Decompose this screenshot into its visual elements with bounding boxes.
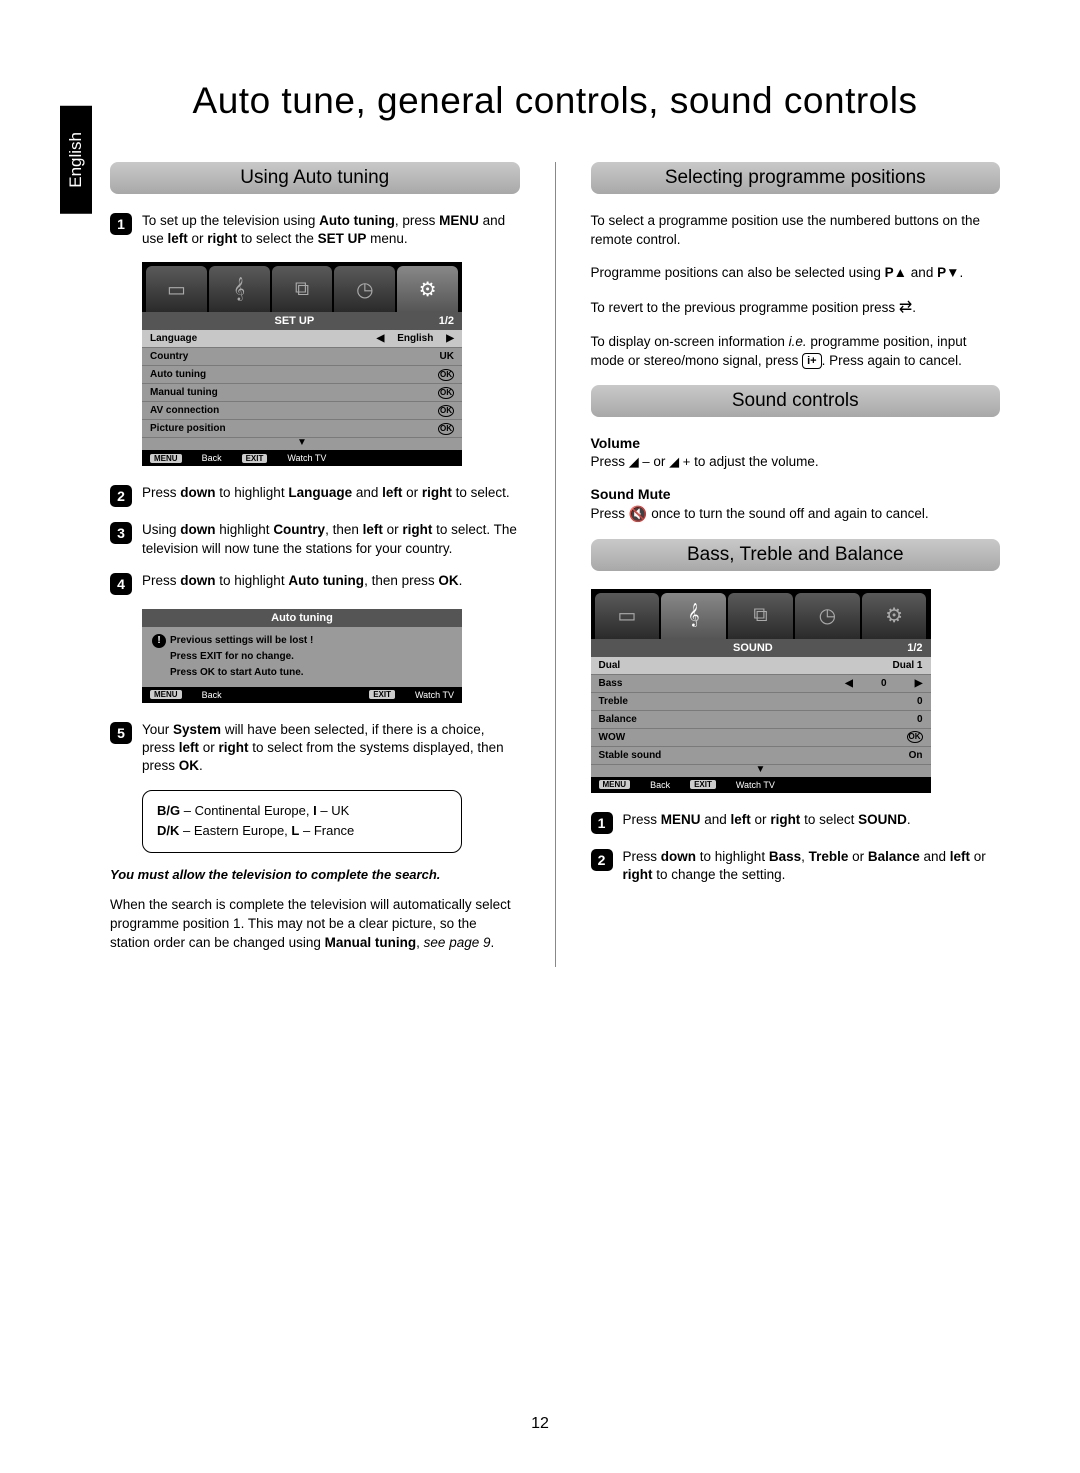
osd-auto-line2: Press EXIT for no change. xyxy=(170,649,452,665)
right-column: Selecting programme positions To select … xyxy=(591,162,1001,967)
left-column: Using Auto tuning 1 To set up the televi… xyxy=(110,162,520,967)
mute-icon: 🔇 xyxy=(629,506,648,523)
osd-tab-sound-icon: 𝄞 xyxy=(661,593,726,639)
sys-line1: B/G – Continental Europe, I – UK xyxy=(157,801,447,822)
osd-exit-btn: EXIT xyxy=(369,690,395,699)
osd-auto-title: Auto tuning xyxy=(142,609,462,627)
osd-setup: ▭ 𝄞 ⧉ ◷ ⚙ SET UP 1/2 Language◀English▶Cou… xyxy=(142,262,462,466)
osd-page: 1/2 xyxy=(439,315,454,327)
osd-more-icon: ▼ xyxy=(591,765,931,777)
osd-auto-line3: Press OK to start Auto tune. xyxy=(170,665,452,681)
prog-p4: To display on-screen information i.e. pr… xyxy=(591,333,1001,371)
osd-title: SOUND xyxy=(733,642,773,654)
osd-row: CountryUK xyxy=(142,348,462,366)
osd-back-label: Back xyxy=(202,453,222,463)
step-1-text: To set up the television using Auto tuni… xyxy=(142,212,520,248)
step-number: 2 xyxy=(110,485,132,507)
step-2-text: Press down to highlight Language and lef… xyxy=(142,484,510,502)
osd-row: WOWOK xyxy=(591,729,931,747)
closing-paragraph: When the search is complete the televisi… xyxy=(110,896,520,953)
sound-step-2: Press down to highlight Bass, Treble or … xyxy=(623,848,1001,884)
step-number: 1 xyxy=(591,812,613,834)
osd-back-label: Back xyxy=(202,690,222,700)
osd-menu-btn: MENU xyxy=(150,690,182,699)
column-divider xyxy=(555,162,556,967)
system-box: B/G – Continental Europe, I – UK D/K – E… xyxy=(142,790,462,854)
osd-auto-tuning: Auto tuning ! Previous settings will be l… xyxy=(142,609,462,703)
step-number: 1 xyxy=(110,213,132,235)
osd-page: 1/2 xyxy=(907,642,922,654)
osd-row: Auto tuningOK xyxy=(142,366,462,384)
osd-watch-label: Watch TV xyxy=(287,453,326,463)
osd-tab-picture-icon: ▭ xyxy=(595,593,660,639)
volume-text: Press ◢ – or ◢ + to adjust the volume. xyxy=(591,453,1001,472)
osd-row: Picture positionOK xyxy=(142,420,462,438)
step-4-text: Press down to highlight Auto tuning, the… xyxy=(142,572,462,590)
osd-tab-feature-icon: ⧉ xyxy=(272,266,333,312)
sound-step-1: Press MENU and left or right to select S… xyxy=(623,811,911,829)
sys-line2: D/K – Eastern Europe, L – France xyxy=(157,821,447,842)
prog-p2: Programme positions can also be selected… xyxy=(591,264,1001,283)
prog-p1: To select a programme position use the n… xyxy=(591,212,1001,250)
osd-auto-line1: Previous settings will be lost ! xyxy=(170,635,313,646)
step-number: 2 xyxy=(591,849,613,871)
osd-tab-timer-icon: ◷ xyxy=(334,266,395,312)
osd-tab-timer-icon: ◷ xyxy=(795,593,860,639)
section-using-auto-tuning: Using Auto tuning xyxy=(110,162,520,194)
osd-exit-btn: EXIT xyxy=(242,454,268,463)
page-title: Auto tune, general controls, sound contr… xyxy=(110,80,1000,122)
language-tab: English xyxy=(60,106,92,214)
osd-title: SET UP xyxy=(274,315,314,327)
osd-more-icon: ▼ xyxy=(142,438,462,450)
section-sound-controls: Sound controls xyxy=(591,385,1001,417)
step-number: 3 xyxy=(110,522,132,544)
mute-text: Press 🔇 once to turn the sound off and a… xyxy=(591,504,1001,525)
osd-row: AV connectionOK xyxy=(142,402,462,420)
osd-watch-label: Watch TV xyxy=(415,690,454,700)
page-number: 12 xyxy=(0,1415,1080,1433)
osd-tab-picture-icon: ▭ xyxy=(146,266,207,312)
info-button-icon: i+ xyxy=(802,353,821,369)
osd-menu-btn: MENU xyxy=(599,780,631,789)
osd-row: Manual tuningOK xyxy=(142,384,462,402)
vol-down-icon: ◢ – xyxy=(629,453,650,471)
vol-up-icon: ◢ + xyxy=(669,453,690,471)
osd-row: Language◀English▶ xyxy=(142,330,462,348)
osd-tab-setup-icon: ⚙ xyxy=(397,266,458,312)
osd-tab-setup-icon: ⚙ xyxy=(862,593,927,639)
osd-row: Bass◀0▶ xyxy=(591,675,931,693)
prog-p3: To revert to the previous programme posi… xyxy=(591,297,1001,319)
osd-sound: ▭ 𝄞 ⧉ ◷ ⚙ SOUND 1/2 DualDual 1Bass◀0▶Treb… xyxy=(591,589,931,793)
osd-row: Treble0 xyxy=(591,693,931,711)
section-bass-treble-balance: Bass, Treble and Balance xyxy=(591,539,1001,571)
osd-row: Stable soundOn xyxy=(591,747,931,765)
osd-tab-feature-icon: ⧉ xyxy=(728,593,793,639)
step-3-text: Using down highlight Country, then left … xyxy=(142,521,520,557)
osd-tab-sound-icon: 𝄞 xyxy=(209,266,270,312)
osd-exit-btn: EXIT xyxy=(690,780,716,789)
warning-icon: ! xyxy=(152,634,166,648)
search-note: You must allow the television to complet… xyxy=(110,867,520,882)
step-5-text: Your System will have been selected, if … xyxy=(142,721,520,776)
osd-row: DualDual 1 xyxy=(591,657,931,675)
step-number: 4 xyxy=(110,573,132,595)
osd-row: Balance0 xyxy=(591,711,931,729)
osd-watch-label: Watch TV xyxy=(736,780,775,790)
step-number: 5 xyxy=(110,722,132,744)
osd-menu-btn: MENU xyxy=(150,454,182,463)
section-programme-positions: Selecting programme positions xyxy=(591,162,1001,194)
mute-heading: Sound Mute xyxy=(591,486,1001,502)
osd-back-label: Back xyxy=(650,780,670,790)
swap-icon: ⇄ xyxy=(899,299,912,316)
volume-heading: Volume xyxy=(591,435,1001,451)
